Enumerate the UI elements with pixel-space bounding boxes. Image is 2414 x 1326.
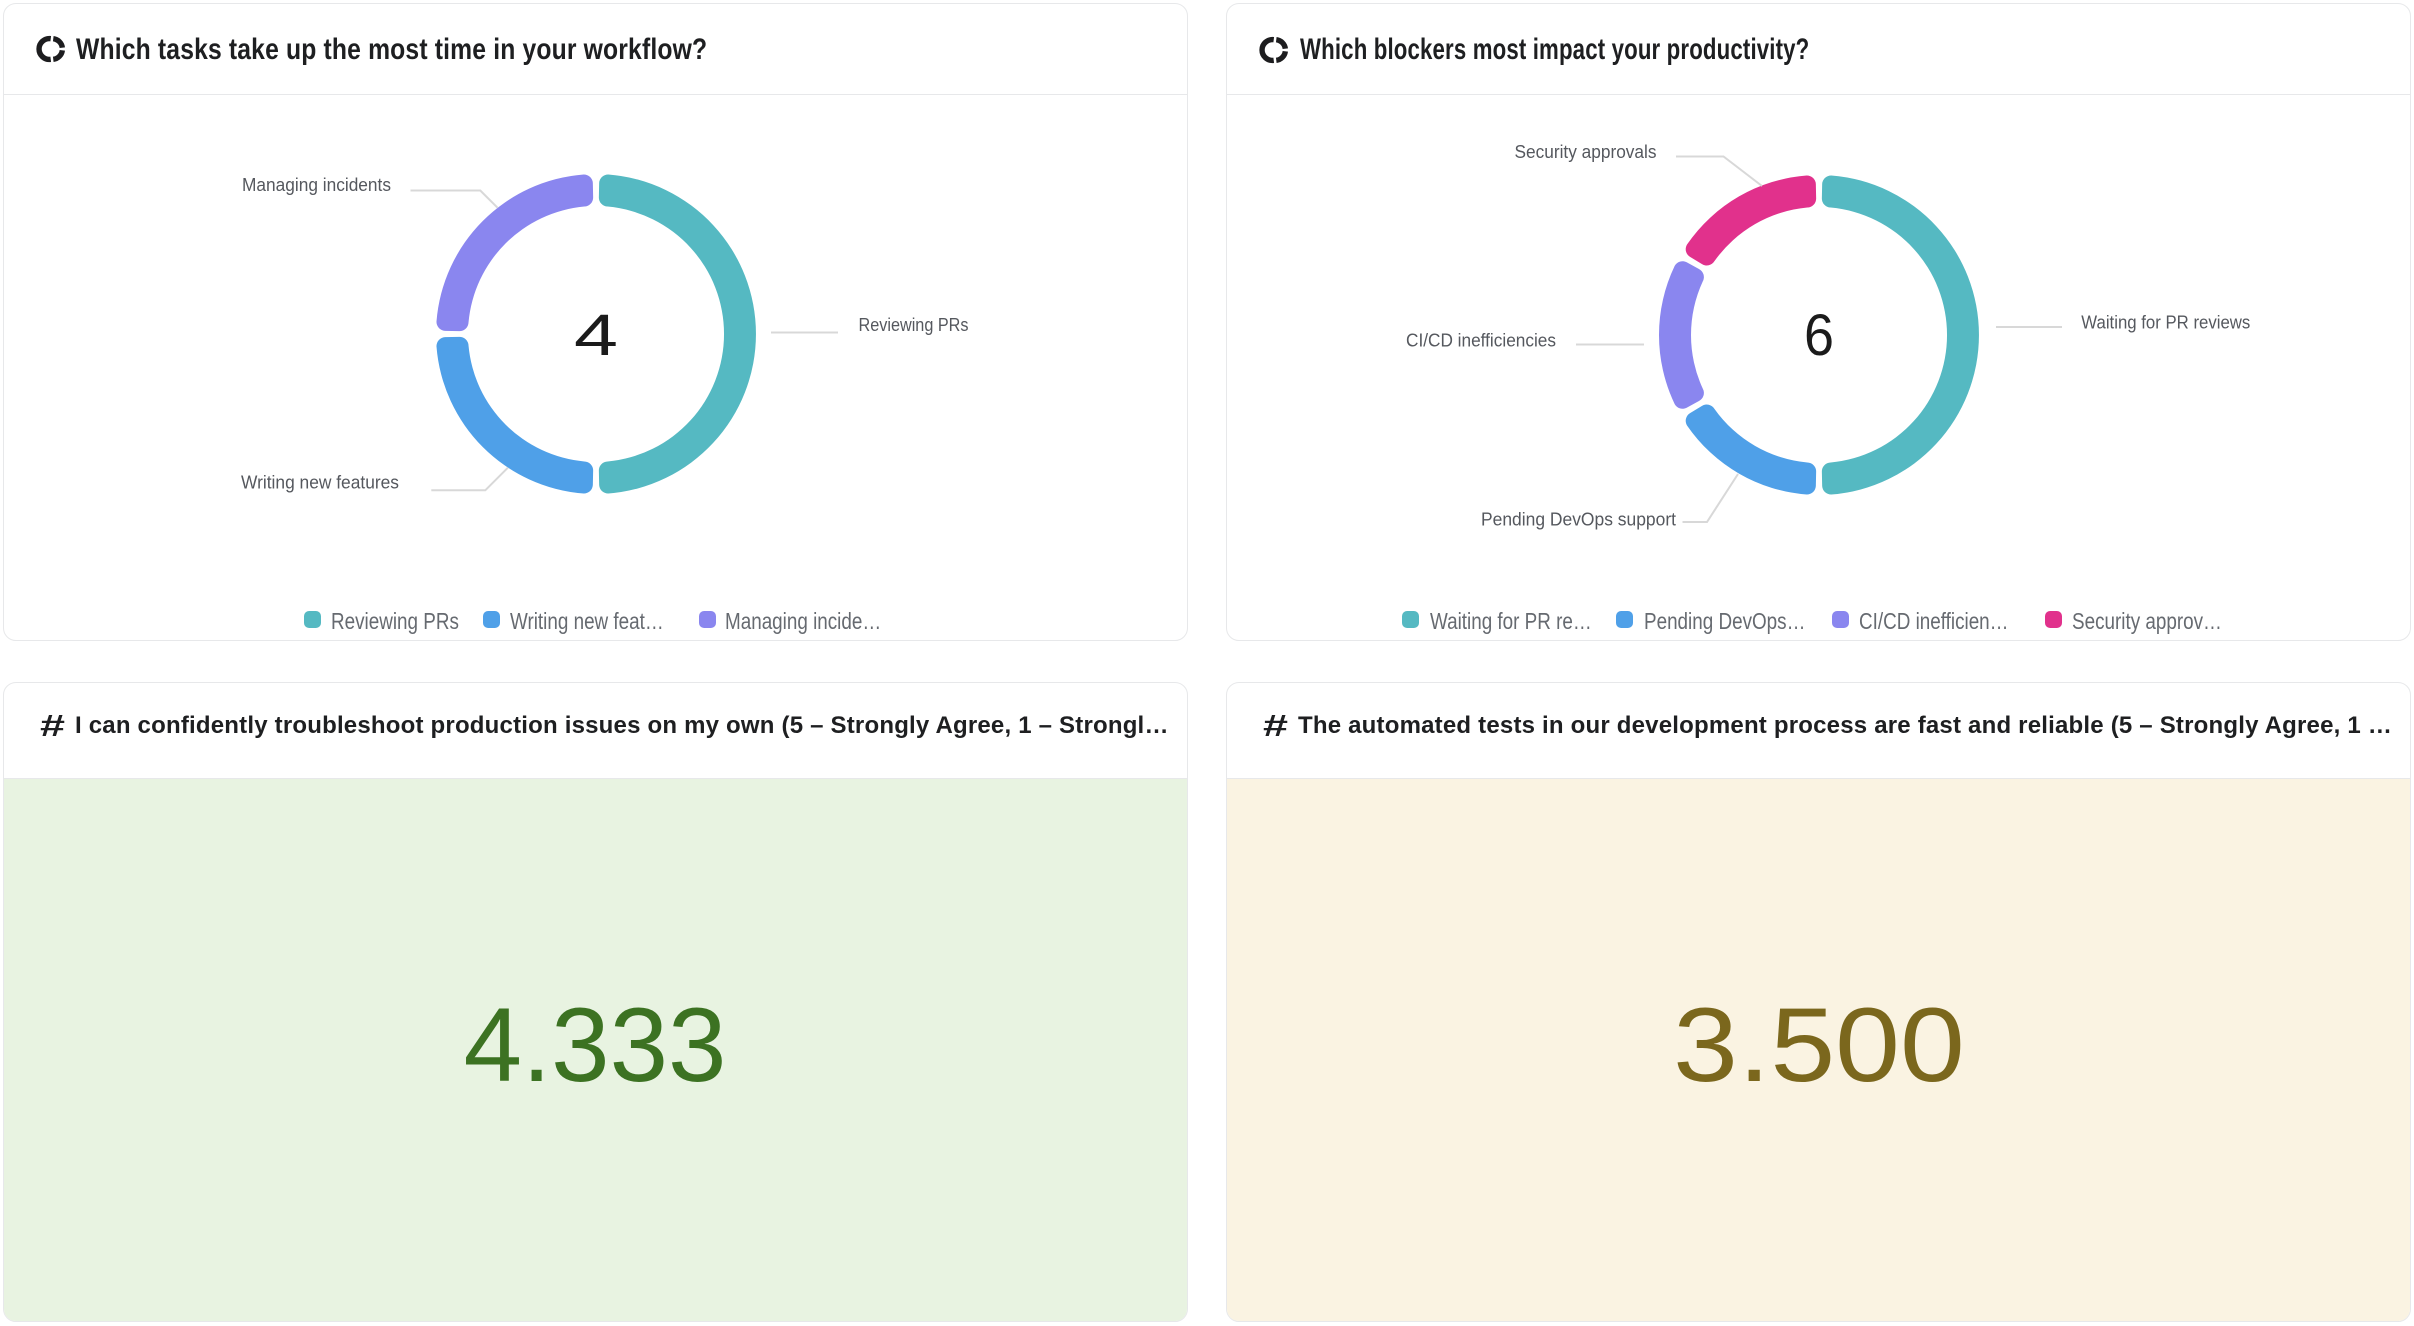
svg-text:Writing new features: Writing new features xyxy=(241,473,399,493)
svg-text:4: 4 xyxy=(574,303,618,368)
svg-text:Pending DevOps support: Pending DevOps support xyxy=(1481,510,1676,530)
svg-text:CI/CD inefficiencies: CI/CD inefficiencies xyxy=(1406,331,1556,351)
svg-text:Reviewing PRs: Reviewing PRs xyxy=(859,315,969,335)
svg-text:Security approvals: Security approvals xyxy=(1515,142,1657,162)
svg-text:Managing incidents: Managing incidents xyxy=(242,175,391,195)
svg-text:Waiting for PR reviews: Waiting for PR reviews xyxy=(2081,313,2250,333)
svg-text:6: 6 xyxy=(1804,303,1834,368)
